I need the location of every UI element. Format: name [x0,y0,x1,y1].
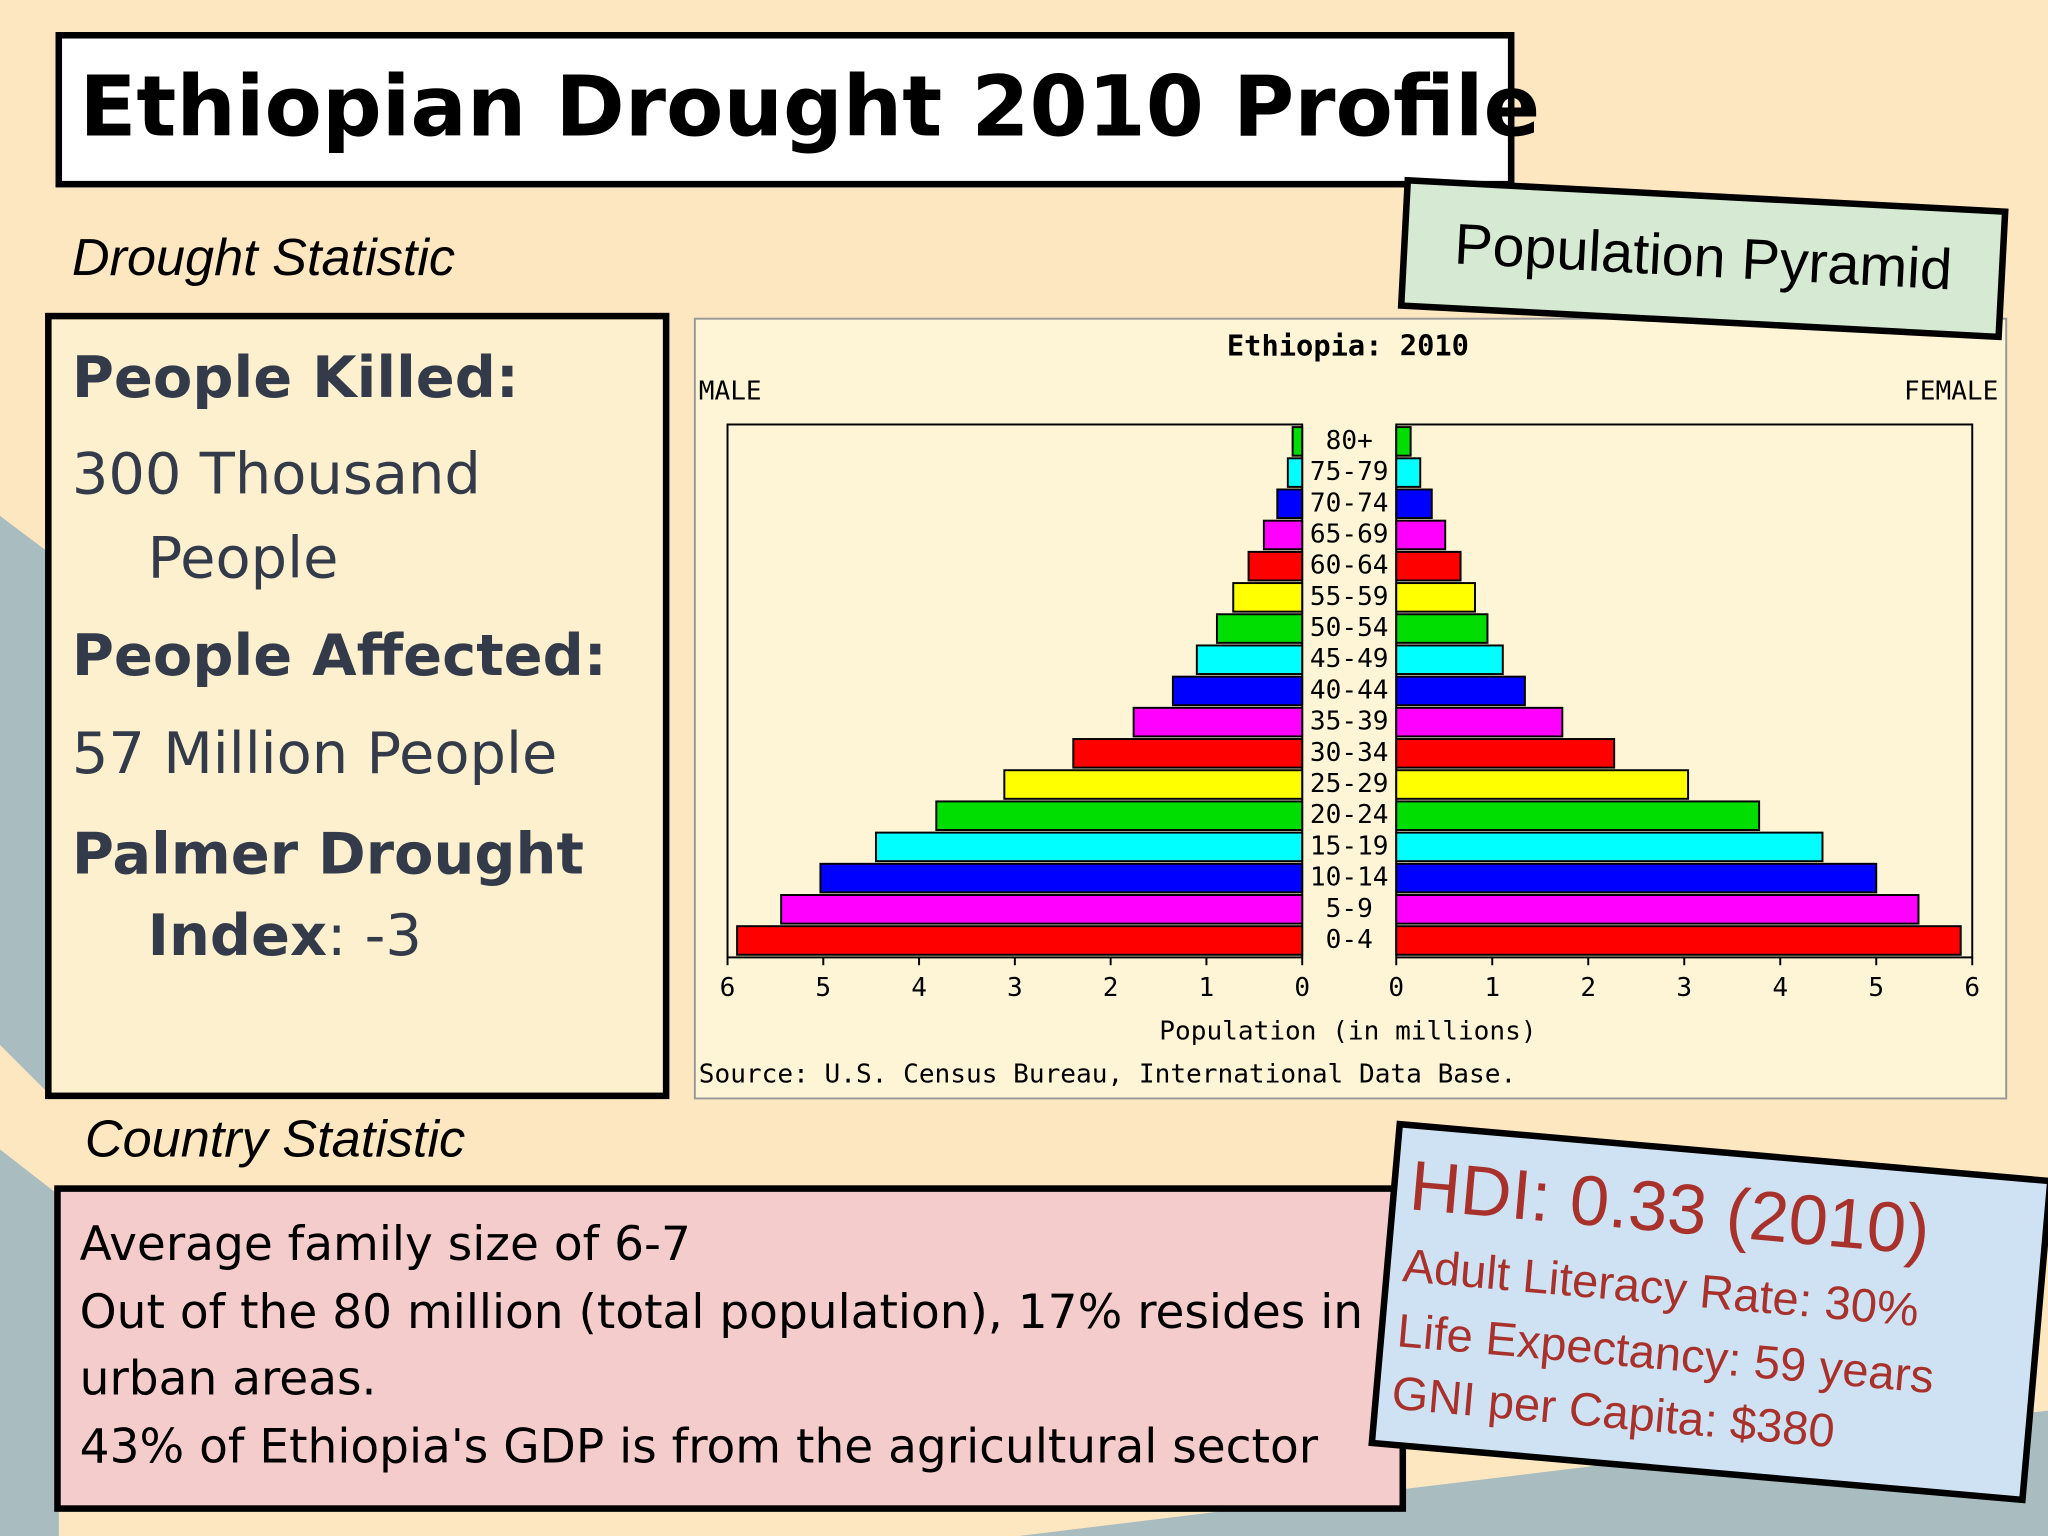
age-label: 60-64 [1310,551,1389,581]
x-tick-label: 0 [1388,973,1404,1003]
stat-label: People Killed: [72,344,519,411]
bar [1132,706,1304,738]
bar [1395,426,1412,457]
bar [1072,738,1304,769]
section-heading: Drought Statistic [72,229,455,287]
pyramid-heading-box: Population Pyramid [1397,176,2009,341]
drought-box [45,312,670,1100]
age-label: 70-74 [1310,488,1389,518]
age-label: 80+ [1326,426,1373,456]
stat-value: 300 Thousand [72,441,481,508]
x-tick-label: 2 [1580,973,1596,1003]
bar [1291,426,1304,457]
age-label: 20-24 [1310,800,1389,830]
x-tick-label: 5 [1868,973,1884,1003]
legend-label: FEMALE [1904,376,1998,406]
hdi-box [1368,1120,2048,1504]
bar [1247,550,1304,582]
x-tick-label: 3 [1007,973,1023,1003]
country-line: urban areas. [80,1351,377,1406]
bar [935,800,1304,831]
country-line: Out of the 80 million (total population)… [80,1285,1363,1340]
x-tick-label: 2 [1103,973,1119,1003]
x-axis-label: Population (in millions) [1159,1016,1536,1046]
stat-line: Index: -3 [148,902,422,969]
country-box [54,1185,1407,1512]
bar [1003,769,1304,800]
section-heading: Country Statistic [85,1111,465,1169]
age-label: 10-14 [1310,863,1389,893]
page-title: Ethiopian Drought 2010 Profile [79,57,1540,155]
x-tick-label: 3 [1676,973,1692,1003]
legend-label: MALE [699,376,762,406]
country-line: 43% of Ethiopia's GDP is from the agricu… [80,1419,1319,1474]
bar [1232,582,1304,613]
bar [1395,769,1690,800]
bar [1262,519,1304,551]
x-tick-label: 6 [1964,973,1980,1003]
heading-box [1397,176,2009,341]
source-note: Source: U.S. Census Bureau, Internationa… [699,1059,1516,1089]
stat-value: People [148,524,339,591]
x-tick-label: 4 [1772,973,1788,1003]
bar [1395,457,1422,488]
bar [1395,519,1447,551]
age-label: 65-69 [1310,519,1389,549]
x-tick-label: 6 [720,973,736,1003]
age-label: 55-59 [1310,582,1389,612]
title-box [55,32,1515,188]
country-line: Average family size of 6-7 [80,1217,691,1272]
bar [1395,738,1616,769]
bar [1395,800,1761,831]
age-label: 15-19 [1310,831,1389,861]
bar [1395,488,1433,520]
hdi-box-group: HDI: 0.33 (2010) Adult Literacy Rate: 30… [1368,1120,2048,1504]
bar [1276,488,1304,520]
bar [736,925,1304,956]
age-label: 50-54 [1310,613,1389,643]
bar [1395,644,1504,676]
x-tick-label: 5 [815,973,831,1003]
bar [1215,613,1304,644]
bar [1395,613,1489,644]
age-label: 35-39 [1310,707,1389,737]
x-tick-label: 0 [1294,973,1310,1003]
age-label: 5-9 [1326,894,1373,924]
x-tick-label: 1 [1199,973,1215,1003]
chart-box [693,317,2008,1100]
bar [1395,925,1962,956]
bar [1395,675,1526,707]
background-shape [0,515,53,1098]
age-label: 45-49 [1310,644,1389,674]
x-tick-label: 4 [911,973,927,1003]
bar [1395,550,1462,582]
bar [1286,457,1304,488]
bar [874,831,1304,863]
background-shape [0,1149,59,1536]
bar [1171,675,1304,707]
bar [819,862,1304,894]
age-label: 25-29 [1310,769,1389,799]
stat-value: 57 Million People [72,720,558,787]
bar [780,894,1304,925]
bar [1395,831,1824,863]
age-label: 30-34 [1310,738,1389,768]
bar [1395,706,1564,738]
age-label: 40-44 [1310,675,1389,705]
stat-label: Palmer Drought [72,821,584,888]
age-label: 0-4 [1326,925,1373,955]
stat-label: People Affected: [72,622,607,689]
stat-value: : -3 [327,902,422,969]
stat-label: Index [148,902,327,969]
bar [1195,644,1304,676]
chart-title: Ethiopia: 2010 [1227,328,1469,362]
age-label: 75-79 [1310,457,1389,487]
x-tick-label: 1 [1484,973,1500,1003]
pyramid-chart: Ethiopia: 2010 MALE FEMALE 0 1 2 3 4 5 6 0 1 2 3 4 5 6 80… [699,328,1999,1089]
bar [1395,862,1878,894]
bar [1395,582,1476,613]
bar [1395,894,1920,925]
